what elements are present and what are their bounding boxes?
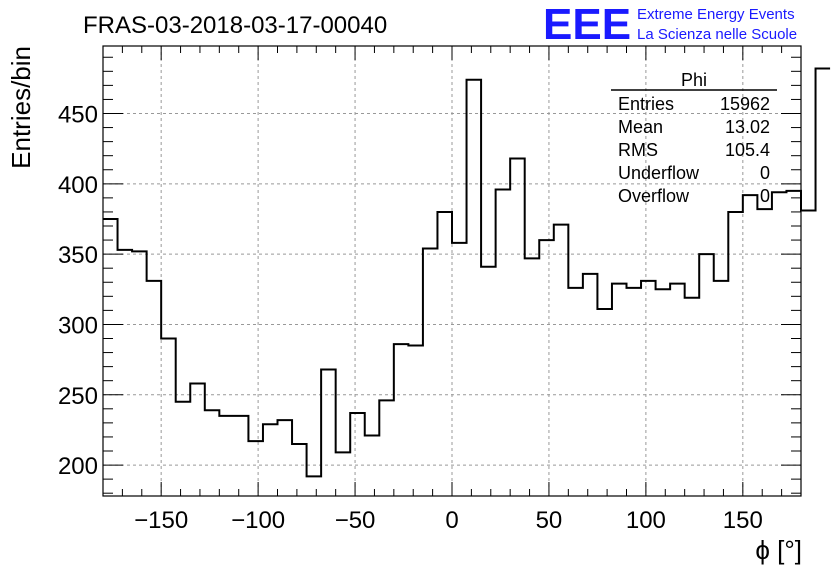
histogram-bin — [641, 281, 656, 496]
histogram-bin — [452, 243, 467, 496]
stats-label-underflow: Underflow — [618, 163, 700, 183]
stats-label-mean: Mean — [618, 117, 663, 137]
y-tick-label: 400 — [58, 172, 98, 199]
histogram-bin — [205, 410, 220, 496]
histogram-bin — [292, 444, 307, 496]
histogram-bin — [321, 369, 336, 496]
stats-box-title: Phi — [681, 70, 707, 90]
histogram-outline — [103, 67, 831, 478]
stats-value-rms: 105.4 — [725, 140, 770, 160]
histogram-bin — [510, 159, 525, 497]
x-tick-label: 100 — [626, 507, 666, 534]
stats-label-entries: Entries — [618, 94, 674, 114]
logo-line-2: La Scienza nelle Scuole — [637, 26, 797, 43]
x-axis-label: ϕ [°] — [755, 535, 802, 565]
eee-logo-mark: EEE — [543, 0, 631, 49]
grid-lines — [103, 46, 801, 496]
stats-value-mean: 13.02 — [725, 117, 770, 137]
x-tick-label: −100 — [231, 507, 285, 534]
y-tick-label: 250 — [58, 383, 98, 410]
stats-box: Phi Entries 15962 Mean 13.02 RMS 105.4 Underfl… — [611, 70, 777, 206]
histogram-bin — [234, 416, 249, 496]
histogram-bin — [423, 249, 438, 497]
histogram-bin — [670, 284, 685, 496]
histogram-bin — [248, 441, 263, 496]
stats-label-overflow: Overflow — [618, 186, 690, 206]
stats-label-rms: RMS — [618, 140, 658, 160]
histogram-bin — [365, 436, 380, 496]
logo-line-1: Extreme Energy Events — [637, 6, 795, 23]
stats-value-underflow: 0 — [760, 163, 770, 183]
histogram-bin — [816, 69, 831, 497]
histogram-bin — [583, 274, 598, 496]
histogram-bin — [801, 211, 816, 496]
x-tick-label: −150 — [134, 507, 188, 534]
histogram-bin — [554, 225, 569, 496]
y-axis-label: Entries/bin — [6, 46, 36, 169]
histogram-bin — [714, 281, 729, 496]
histogram-bin — [467, 80, 482, 496]
histogram-bin — [394, 344, 409, 496]
histogram-bin — [336, 452, 351, 496]
histogram-bin — [568, 288, 583, 496]
histogram-bin — [379, 400, 394, 496]
x-tick-label: 0 — [445, 507, 458, 534]
histogram-bin — [496, 189, 511, 496]
eee-logo: EEE Extreme Energy Events La Scienza nel… — [543, 0, 797, 49]
x-tick-label: −50 — [335, 507, 376, 534]
x-tick-label: 150 — [723, 507, 763, 534]
x-tick-label: 50 — [536, 507, 563, 534]
histogram-bin — [147, 281, 162, 496]
stats-value-overflow: 0 — [760, 186, 770, 206]
histogram-bin — [278, 420, 293, 496]
histogram-bin — [307, 476, 322, 496]
histogram-bin — [408, 346, 423, 496]
histogram-bin — [612, 284, 627, 496]
y-tick-label: 350 — [58, 242, 98, 269]
histogram-bin — [161, 339, 176, 497]
x-axis: −150 −100 −50 0 50 100 150 — [121, 46, 783, 534]
y-tick-label: 200 — [58, 453, 98, 480]
histogram-bin — [219, 416, 234, 496]
histogram-bin — [103, 219, 118, 496]
y-tick-label: 450 — [58, 102, 98, 129]
histogram-bin — [190, 384, 205, 497]
histogram-series — [103, 67, 831, 497]
histogram-bin — [525, 258, 540, 496]
histogram-bin — [699, 254, 714, 496]
histogram-bin — [132, 251, 147, 496]
histogram-bin — [263, 424, 278, 496]
chart-title: FRAS-03-2018-03-17-00040 — [83, 12, 387, 39]
histogram-bin — [176, 402, 191, 496]
histogram-bin — [118, 250, 133, 496]
histogram-bin — [757, 209, 772, 496]
histogram-bin — [743, 195, 758, 496]
histogram-bin — [786, 191, 801, 496]
y-tick-label: 300 — [58, 312, 98, 339]
histogram-bin — [350, 413, 365, 496]
histogram-bin — [772, 192, 787, 496]
y-axis: 200 250 300 350 400 450 — [58, 56, 801, 494]
histogram-bin — [539, 240, 554, 496]
histogram-bin — [597, 309, 612, 496]
histogram-bin — [685, 298, 700, 496]
stats-value-entries: 15962 — [720, 94, 770, 114]
histogram-bin — [481, 267, 496, 496]
